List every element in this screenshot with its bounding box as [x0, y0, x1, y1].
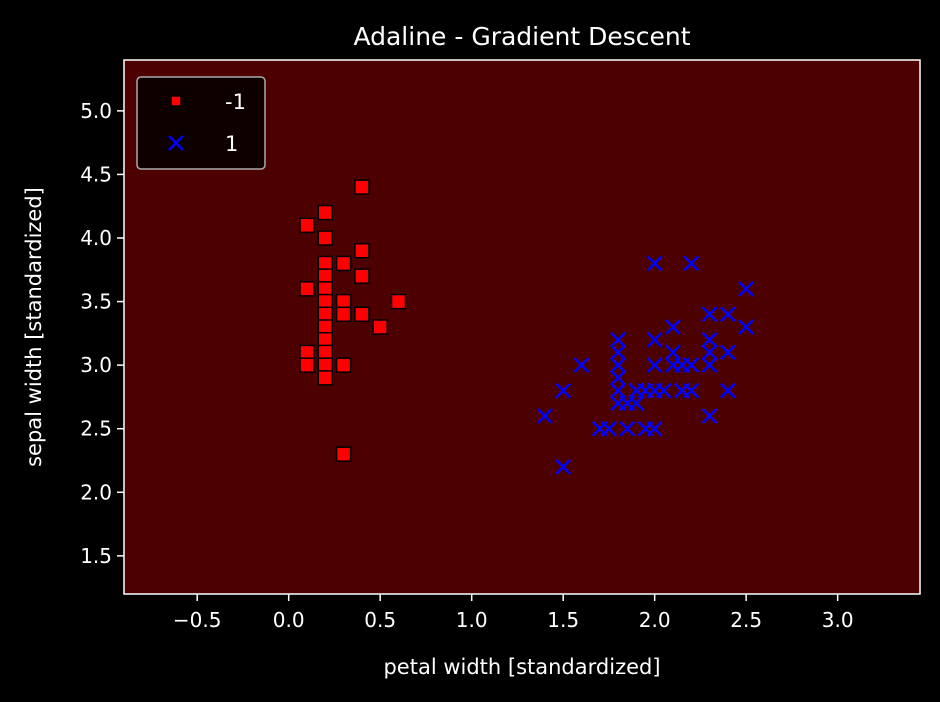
- x-tick-label: 1.5: [547, 608, 579, 632]
- y-tick-label: 3.0: [80, 353, 112, 377]
- y-tick-label: 2.0: [80, 480, 112, 504]
- y-tick-label: 3.5: [80, 290, 112, 314]
- data-point-x: [610, 382, 626, 399]
- x-tick-label: −0.5: [173, 608, 222, 632]
- x-tick-label: 2.5: [730, 608, 762, 632]
- data-point-x: [536, 408, 553, 424]
- data-point-x: [701, 306, 718, 323]
- x-tick-label: 0.0: [273, 608, 305, 632]
- plot-frame: [123, 59, 921, 595]
- y-axis: 1.5 2.0 2.5 3.0 3.5 4.0 4.5 5.0: [80, 99, 124, 568]
- data-point-square: [299, 217, 315, 234]
- data-point-x: [701, 357, 718, 374]
- x-axis-label: petal width [standardized]: [383, 655, 660, 679]
- x-tick-label: 0.5: [364, 608, 396, 632]
- data-point-square: [335, 446, 352, 462]
- data-point-x: [555, 458, 572, 475]
- data-point-square: [335, 293, 352, 310]
- data-point-x: [646, 331, 663, 348]
- data-point-x: [719, 382, 736, 399]
- data-point-square: [354, 179, 370, 195]
- data-point-x: [619, 395, 636, 412]
- data-point-square: [335, 306, 352, 323]
- data-point-x: [701, 408, 718, 424]
- data-point-square: [390, 293, 407, 310]
- data-point-square: [317, 293, 334, 310]
- legend-label-positive: 1: [225, 132, 238, 156]
- data-point-square: [317, 344, 334, 361]
- y-axis-label: sepal width [standardized]: [22, 187, 46, 467]
- data-point-x: [738, 280, 755, 297]
- legend: -1 1: [136, 76, 266, 170]
- chart-title: Adaline - Gradient Descent: [353, 22, 690, 51]
- legend-marker-x: [168, 135, 184, 151]
- data-point-square: [317, 230, 334, 246]
- y-tick-label: 5.0: [80, 99, 112, 123]
- data-point-x: [719, 306, 736, 323]
- data-point-x: [683, 255, 700, 272]
- data-point-square: [317, 204, 334, 221]
- y-tick-label: 4.5: [80, 162, 112, 186]
- data-point-square: [354, 306, 370, 323]
- data-point-x: [646, 420, 663, 437]
- x-tick-label: 2.0: [639, 608, 671, 632]
- y-tick-label: 4.0: [80, 226, 112, 250]
- data-point-square: [354, 242, 370, 259]
- data-point-x: [701, 344, 718, 361]
- data-point-square: [317, 370, 334, 386]
- data-point-x: [646, 255, 663, 272]
- data-point-square: [317, 268, 334, 284]
- data-point-square: [317, 319, 334, 335]
- data-point-x: [665, 319, 681, 335]
- data-point-x: [610, 344, 626, 361]
- legend-marker-square: [170, 95, 182, 107]
- data-point-x: [610, 331, 626, 348]
- data-point-x: [646, 357, 663, 374]
- data-marks: [299, 179, 755, 475]
- y-tick-label: 1.5: [80, 544, 112, 568]
- data-point-x: [610, 357, 626, 374]
- data-point-square: [335, 357, 352, 373]
- data-point-square: [354, 268, 370, 284]
- legend-label-negative: -1: [225, 90, 246, 114]
- data-point-x: [555, 382, 572, 399]
- data-point-square: [299, 344, 315, 361]
- data-point-x: [683, 382, 700, 399]
- data-point-square: [335, 255, 352, 272]
- data-point-square: [299, 357, 315, 373]
- data-point-x: [619, 420, 636, 437]
- data-point-x: [719, 344, 736, 361]
- x-tick-label: 3.0: [822, 608, 854, 632]
- x-tick-label: 1.0: [456, 608, 488, 632]
- data-point-square: [317, 306, 334, 323]
- data-point-square: [317, 255, 334, 272]
- data-point-x: [738, 319, 755, 335]
- data-point-x: [665, 344, 681, 361]
- data-point-x: [701, 331, 718, 348]
- data-point-square: [317, 281, 334, 297]
- data-point-x: [655, 382, 672, 399]
- legend-box: [136, 76, 266, 170]
- data-point-square: [317, 331, 334, 348]
- data-point-x: [683, 357, 700, 374]
- data-point-square: [317, 357, 334, 373]
- y-tick-label: 2.5: [80, 417, 112, 441]
- data-point-x: [610, 369, 626, 386]
- x-axis: −0.5 0.0 0.5 1.0 1.5 2.0 2.5 3.0: [173, 594, 854, 632]
- data-point-square: [372, 319, 388, 335]
- data-point-x: [573, 357, 590, 374]
- data-point-x: [601, 420, 617, 437]
- data-point-square: [299, 281, 315, 297]
